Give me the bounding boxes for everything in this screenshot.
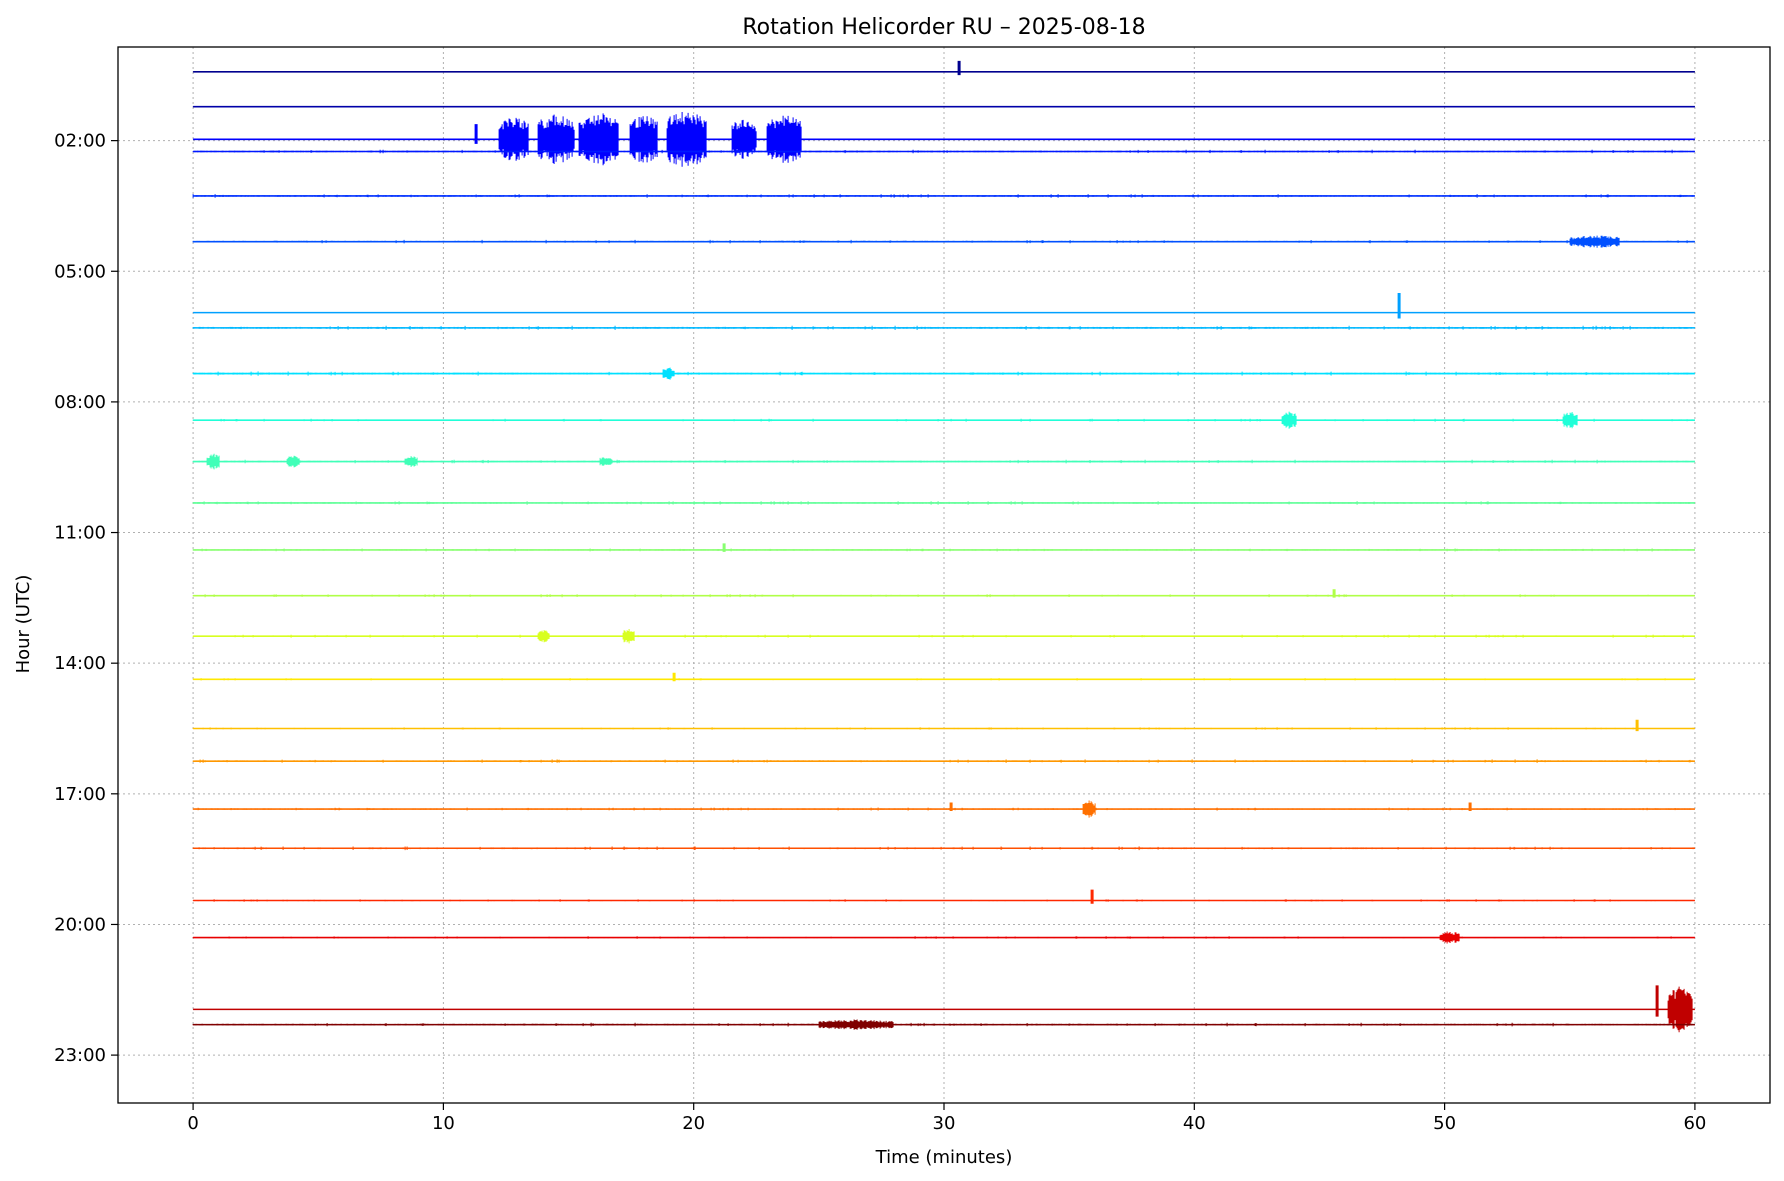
trace-17	[192, 759, 1695, 763]
trace-13	[192, 589, 1695, 598]
x-tick-label: 10	[432, 1113, 455, 1134]
trace-18	[192, 800, 1695, 818]
trace-21	[192, 931, 1695, 944]
y-axis-title: Hour (UTC)	[13, 575, 34, 674]
trace-14	[192, 629, 1695, 644]
trace-11	[192, 501, 1695, 505]
plot-frame	[117, 46, 1771, 1104]
trace-10	[192, 453, 1695, 470]
trace-23	[192, 1019, 1695, 1030]
y-tick-label: 17:00	[54, 784, 106, 805]
trace-16	[192, 719, 1695, 732]
trace-9	[192, 411, 1695, 429]
y-tick-label: 23:00	[54, 1045, 106, 1066]
plot-area: 0 10 20 30 40 50 60 02:00 05:00 08:00 11:00 14:00 17…	[54, 46, 1771, 1134]
x-tick-label: 20	[682, 1113, 705, 1134]
trace-1	[192, 106, 1695, 108]
trace-12	[192, 543, 1695, 552]
trace-22	[192, 985, 1695, 1033]
y-tick-label: 02:00	[54, 131, 106, 152]
x-tick-label: 40	[1183, 1113, 1206, 1134]
y-tick-label: 05:00	[54, 261, 106, 282]
x-tick-label: 60	[1683, 1113, 1706, 1134]
trace-3	[192, 149, 1695, 154]
trace-0	[192, 60, 1695, 76]
trace-5	[192, 235, 1695, 248]
trace-19	[192, 846, 1695, 851]
y-tick-label: 11:00	[54, 523, 106, 544]
y-tick-label: 14:00	[54, 653, 106, 674]
y-tick-label: 20:00	[54, 914, 106, 935]
x-tick-label: 30	[933, 1113, 956, 1134]
trace-6	[192, 293, 1695, 319]
y-tick-label: 08:00	[54, 392, 106, 413]
trace-2	[192, 112, 1695, 167]
trace-7	[192, 325, 1695, 330]
trace-8	[192, 367, 1695, 380]
trace-15	[192, 672, 1695, 682]
x-axis-title: Time (minutes)	[875, 1147, 1013, 1168]
chart-title: Rotation Helicorder RU – 2025-08-18	[742, 15, 1145, 40]
trace-4	[192, 194, 1695, 198]
x-tick-label: 50	[1433, 1113, 1456, 1134]
x-tick-label: 0	[187, 1113, 198, 1134]
trace-20	[192, 889, 1695, 904]
